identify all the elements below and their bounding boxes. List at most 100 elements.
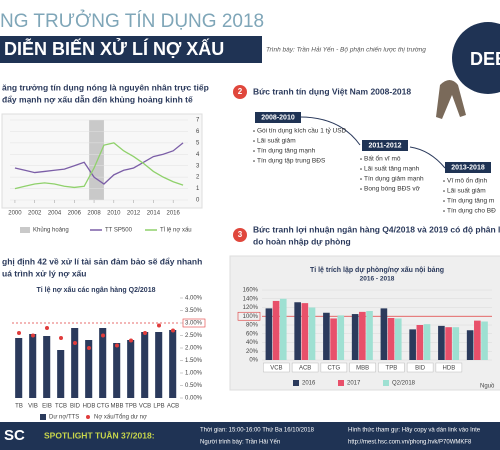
legend-swatch bbox=[293, 380, 299, 386]
presenter: Trình bày: Trần Hải Yến - Bộ phận chiến … bbox=[266, 45, 426, 54]
section4-line: ghị định 42 về xử lí tài sản đảm bảo sẽ … bbox=[2, 256, 202, 266]
debt-ball bbox=[452, 22, 500, 94]
bar bbox=[466, 330, 474, 360]
threshold-box bbox=[237, 311, 261, 321]
bar bbox=[409, 329, 416, 360]
x-tick-label: 2008 bbox=[87, 211, 101, 217]
y-tick-label: 0 bbox=[196, 198, 200, 204]
x-tick-label: BID bbox=[70, 404, 81, 410]
y2-tick-label: 1.50% bbox=[185, 358, 203, 364]
timeline-item: Bất ổn vĩ mô bbox=[364, 154, 401, 163]
legend-swatch bbox=[338, 380, 344, 386]
y2-tick-label: 1.00% bbox=[185, 371, 203, 377]
dot bbox=[59, 336, 63, 340]
y2-tick-label: 4.00% bbox=[185, 296, 203, 302]
bar bbox=[99, 328, 107, 398]
category-box bbox=[263, 362, 290, 373]
footer bbox=[0, 422, 500, 450]
section3-line: Bức tranh lợi nhuận ngân hàng Q4/2018 và… bbox=[253, 224, 500, 234]
x-tick-label: 2010 bbox=[107, 211, 121, 217]
bullet bbox=[360, 158, 362, 160]
bar bbox=[57, 350, 65, 398]
bar bbox=[155, 332, 163, 398]
bar bbox=[279, 298, 287, 360]
y-tick-label: 140% bbox=[243, 296, 259, 302]
period-box bbox=[445, 162, 491, 173]
footer-how: Hình thức tham gự: Hãy copy và dán link … bbox=[348, 428, 481, 434]
timeline-item: Lãi suất tăng mạnh bbox=[364, 164, 420, 173]
category-box bbox=[291, 362, 319, 373]
x-tick-label: EIB bbox=[42, 404, 52, 410]
bar bbox=[15, 338, 23, 398]
dot bbox=[157, 323, 161, 328]
dot bbox=[115, 343, 119, 348]
bar bbox=[423, 324, 431, 360]
legend-swatch bbox=[40, 414, 46, 420]
timeline-item: Tín dụng cho BĐ bbox=[447, 208, 496, 215]
y-tick-label: 6 bbox=[196, 129, 200, 135]
bar bbox=[359, 311, 366, 360]
x-tick-label: 2014 bbox=[147, 211, 161, 217]
bar bbox=[71, 328, 79, 398]
debt-text: DEB bbox=[470, 49, 500, 69]
timeline-path bbox=[299, 116, 446, 169]
x-tick-label: TPB bbox=[125, 404, 137, 410]
chart-title: Tỉ lệ nợ xấu các ngân hàng Q2/2018 bbox=[37, 286, 156, 294]
legend-label: Tỉ lệ nợ xấu bbox=[160, 227, 192, 234]
dot bbox=[171, 328, 175, 333]
footer-link[interactable]: http://mest.hsc.com.vn/phong.hvk/P70WMKF… bbox=[348, 440, 472, 446]
timeline-item: Bong bóng BĐS vỡ bbox=[364, 186, 421, 193]
bar bbox=[380, 308, 388, 360]
bar bbox=[301, 303, 309, 360]
x-tick-label: LPB bbox=[153, 404, 164, 410]
bar bbox=[265, 308, 273, 360]
section1-line: đẩy mạnh nợ xấu dẫn đến khủng hoảng kinh… bbox=[2, 94, 193, 104]
category-box bbox=[406, 362, 434, 373]
bar bbox=[474, 320, 481, 360]
dot bbox=[129, 338, 133, 343]
x-tick-label: ACB bbox=[167, 404, 179, 410]
bullet bbox=[443, 180, 445, 182]
category-box bbox=[435, 362, 463, 373]
crisis-band bbox=[89, 120, 104, 200]
bar bbox=[438, 325, 445, 360]
section-number-badge bbox=[233, 228, 247, 242]
bar bbox=[272, 300, 280, 360]
dot bbox=[17, 331, 21, 335]
x-tick-label: 2016 bbox=[166, 211, 180, 217]
y-tick-label: 7 bbox=[196, 118, 200, 124]
bullet bbox=[443, 200, 445, 202]
legend-label: 2017 bbox=[347, 381, 361, 387]
y-tick-label: 3 bbox=[196, 163, 200, 169]
bar bbox=[43, 336, 51, 398]
chart-subtitle: 2016 - 2018 bbox=[360, 276, 395, 283]
bar bbox=[481, 321, 488, 360]
dot bbox=[143, 331, 147, 335]
category-box bbox=[320, 362, 348, 373]
bar bbox=[308, 307, 316, 360]
section-number: 3 bbox=[238, 230, 243, 239]
legend-label: TT SP500 bbox=[105, 228, 133, 234]
bar bbox=[351, 314, 359, 360]
timeline-item: Gói tín dụng kích cầu 1 tỷ USD bbox=[257, 126, 347, 135]
category-box bbox=[378, 362, 405, 373]
x-tick-label: TPB bbox=[386, 366, 398, 372]
bullet bbox=[253, 150, 255, 152]
bullet bbox=[443, 190, 445, 192]
y-tick-label: 120% bbox=[243, 305, 259, 311]
bar bbox=[416, 325, 424, 360]
x-tick-label: 2004 bbox=[48, 211, 62, 217]
x-tick-label: 2002 bbox=[28, 211, 42, 217]
x-tick-label: VIB bbox=[28, 404, 38, 410]
y-tick-label: 160% bbox=[243, 288, 259, 294]
threshold-box bbox=[182, 318, 206, 328]
bar bbox=[127, 340, 135, 398]
period-box bbox=[362, 140, 408, 151]
legend-swatch bbox=[86, 415, 90, 419]
bar bbox=[394, 318, 402, 360]
y-tick-label: 4 bbox=[196, 152, 200, 158]
period-box bbox=[255, 112, 301, 123]
category-box bbox=[349, 362, 376, 373]
footer-spotlight: SPOTLIGHT TUẦN 37/2018: bbox=[44, 430, 155, 440]
